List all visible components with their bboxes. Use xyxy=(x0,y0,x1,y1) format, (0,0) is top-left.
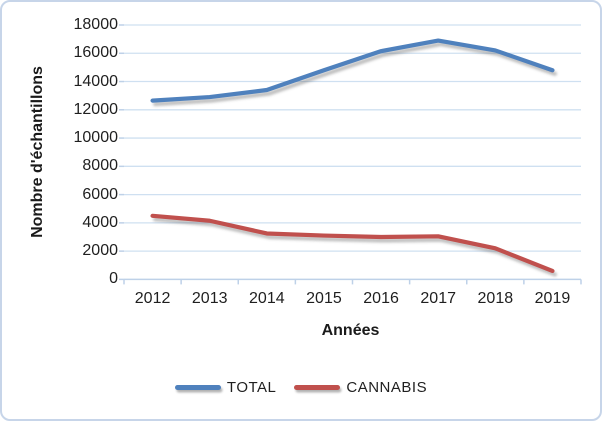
x-tick-label-2016: 2016 xyxy=(363,290,399,307)
x-tick-label-2012: 2012 xyxy=(134,290,171,307)
x-axis-tick-labels: 2012 2013 2014 2015 2016 2017 2018 2019 xyxy=(122,289,579,309)
y-tick-label-2000: 2000 xyxy=(82,242,118,260)
y-axis-title: Nombre d'échantillons xyxy=(27,10,49,294)
y-axis-tick-labels: 0 2000 4000 6000 8000 10000 12000 14000 16000 180… xyxy=(60,2,119,421)
y-tick-label-12000: 12000 xyxy=(73,100,119,118)
series-line-total xyxy=(150,38,555,103)
y-tick-label-8000: 8000 xyxy=(82,157,118,175)
y-tick-label-18000: 18000 xyxy=(73,16,119,33)
y-tick-label-14000: 14000 xyxy=(73,72,119,90)
y-tick-label-6000: 6000 xyxy=(82,185,118,203)
y-tick-label-0: 0 xyxy=(109,270,118,288)
chart-legend: TOTAL CANNABIS xyxy=(2,379,600,396)
axis-lines xyxy=(119,24,582,285)
x-tick-label-2017: 2017 xyxy=(420,290,456,307)
series-line-shadow-total xyxy=(152,41,558,107)
series-line-shadow-cannabis xyxy=(152,217,558,277)
legend-line-swatch-total xyxy=(174,385,221,390)
legend-item-cannabis: CANNABIS xyxy=(294,379,427,396)
y-tick-label-10000: 10000 xyxy=(73,129,119,147)
series-line-cannabis xyxy=(150,213,555,274)
x-tick-label-2018: 2018 xyxy=(477,290,514,307)
legend-label-cannabis: CANNABIS xyxy=(346,379,428,396)
y-axis-title-text: Nombre d'échantillons xyxy=(29,66,46,238)
x-tick-label-2019: 2019 xyxy=(534,290,571,307)
y-tick-label-4000: 4000 xyxy=(82,213,118,231)
legend-label-total: TOTAL xyxy=(226,379,277,396)
x-tick-label-2013: 2013 xyxy=(191,290,228,307)
legend-item-total: TOTAL xyxy=(174,379,277,396)
x-axis-title: Années xyxy=(321,322,380,339)
x-tick-label-2015: 2015 xyxy=(306,290,342,307)
legend-line-swatch-cannabis xyxy=(294,385,341,390)
x-tick-label-2014: 2014 xyxy=(249,290,285,307)
y-tick-label-16000: 16000 xyxy=(73,44,119,62)
